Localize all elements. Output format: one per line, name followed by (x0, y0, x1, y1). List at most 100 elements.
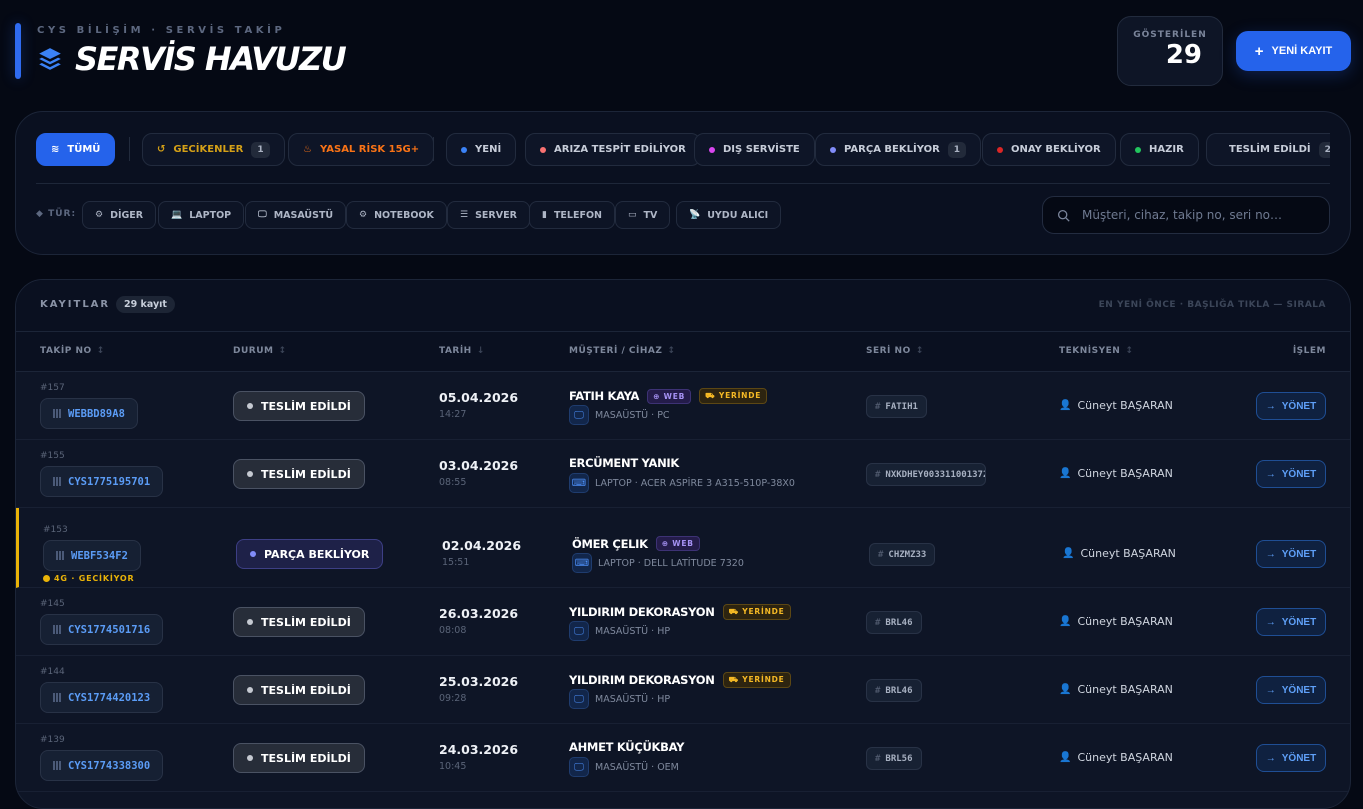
column-header-1[interactable]: DURUM ↕ (233, 346, 287, 356)
column-header-4[interactable]: SERİ NO ↕ (866, 346, 924, 356)
laptop-icon: ⌨ (572, 553, 592, 573)
status-dot-icon (250, 551, 256, 557)
table-row[interactable]: #145 CYS1774501716 TESLİM EDİLDİ 26.03.2… (16, 588, 1350, 656)
tracking-code[interactable]: CYS1775195701 (40, 466, 164, 497)
filter-panel: ≋ TÜMÜ ↺ GECİKENLER 1 ♨ YASAL RİSK 15G+ YENİ ARI… (15, 111, 1351, 255)
search-box[interactable] (1042, 196, 1330, 234)
table-row[interactable]: #155 CYS1775195701 TESLİM EDİLDİ 03.04.2… (16, 440, 1350, 508)
desktop-icon: 🖵 (569, 689, 589, 709)
sort-icon: ↕ (667, 346, 676, 356)
table-row[interactable]: #144 CYS1774420123 TESLİM EDİLDİ 25.03.2… (16, 656, 1350, 724)
status-dot-icon (247, 619, 253, 625)
technician: 👤 Cüneyt BAŞARAN (1059, 751, 1173, 764)
type-filter-server[interactable]: ☰ SERVER (447, 201, 530, 229)
status-filter-9[interactable]: TESLİM EDİLDİ 28 (1206, 133, 1330, 166)
table-row[interactable]: #153 WEBF534F2 4G · GECİKİYOR PARÇA BEKL… (16, 508, 1350, 588)
record-date: 26.03.2026 (439, 606, 519, 621)
chip-label: TÜMÜ (67, 144, 101, 155)
phone-icon: ▮ (542, 210, 547, 220)
chip-label: PARÇA BEKLİYOR (844, 144, 940, 155)
serial-number: # BRL56 (866, 747, 922, 770)
column-header-3[interactable]: MÜŞTERİ / CİHAZ ↕ (569, 346, 676, 356)
customer: ERCÜMENT YANIK (569, 456, 679, 470)
chip-label: SERVER (475, 209, 517, 221)
customer-name: YILDIRIM DEKORASYON (569, 605, 715, 619)
status-filter-2[interactable]: ♨ YASAL RİSK 15G+ (288, 133, 435, 166)
chip-count: 1 (947, 141, 967, 158)
tracking-code[interactable]: CYS1774420123 (40, 682, 164, 713)
status-dot-icon (830, 146, 836, 153)
device: 🖵 MASAÜSTÜ · OEM (569, 757, 679, 777)
barcode-icon (53, 625, 62, 634)
column-header-6[interactable]: İŞLEM (1292, 346, 1326, 356)
status-filter-4[interactable]: ARIZA TESPİT EDİLİYOR (525, 133, 701, 166)
manage-button[interactable]: → YÖNET (1256, 744, 1326, 772)
new-record-button[interactable]: + YENİ KAYIT (1236, 31, 1351, 71)
tracking-code[interactable]: WEBF534F2 (43, 540, 141, 571)
page-title-text: SERVİS HAVUZU (75, 40, 347, 78)
status-dot-icon (540, 146, 546, 153)
manage-button[interactable]: → YÖNET (1256, 460, 1326, 488)
laptop-icon: 💻 (171, 210, 183, 220)
device: ⌨ LAPTOP · ACER ASPİRE 3 A315-510P-38X0 (569, 473, 795, 493)
type-filter-tv[interactable]: ▭ TV (615, 201, 671, 229)
status-filter-6[interactable]: PARÇA BEKLİYOR 1 (815, 133, 982, 166)
manage-button[interactable]: → YÖNET (1256, 608, 1326, 636)
manage-button[interactable]: → YÖNET (1256, 540, 1326, 568)
record-number: #153 (43, 525, 68, 535)
sort-icon: ↓ (476, 346, 485, 356)
sort-icon: ↕ (278, 346, 287, 356)
divider (129, 137, 130, 161)
arrow-right-icon: → (1265, 548, 1276, 560)
hash-icon: # (875, 617, 881, 628)
status-filter-8[interactable]: HAZIR (1120, 133, 1199, 166)
status-filter-7[interactable]: ONAY BEKLİYOR (982, 133, 1116, 166)
record-date: 03.04.2026 (439, 458, 519, 473)
type-filter-notebook[interactable]: ⚙ NOTEBOOK (346, 201, 447, 229)
column-header-5[interactable]: TEKNİSYEN ↕ (1059, 346, 1134, 356)
user-gear-icon: 👤 (1059, 468, 1072, 479)
table-row[interactable]: #157 WEBBD89A8 TESLİM EDİLDİ 05.04.2026 … (16, 372, 1350, 440)
status-filter-0[interactable]: ≋ TÜMÜ (36, 133, 116, 166)
status-filter-1[interactable]: ↺ GECİKENLER 1 (142, 133, 285, 166)
car-icon: ⛟ (728, 675, 739, 684)
manage-button[interactable]: → YÖNET (1256, 676, 1326, 704)
column-header-2[interactable]: TARİH ↓ (439, 346, 485, 356)
tracking-code[interactable]: WEBBD89A8 (40, 398, 138, 429)
clock-icon (43, 575, 50, 582)
status-badge: TESLİM EDİLDİ (233, 675, 365, 705)
chip-label: TESLİM EDİLDİ (1229, 144, 1311, 155)
chip-label: TELEFON (553, 209, 602, 221)
status-badge: TESLİM EDİLDİ (233, 391, 365, 421)
tracking-code[interactable]: CYS1774501716 (40, 614, 164, 645)
records-title: KAYITLAR (40, 299, 111, 310)
globe-icon: ⊕ (653, 391, 661, 401)
customer-name: AHMET KÜÇÜKBAY (569, 740, 685, 754)
hash-icon: # (878, 549, 884, 560)
column-header-0[interactable]: TAKİP NO ↕ (40, 346, 105, 356)
tracking-code[interactable]: CYS1774338300 (40, 750, 164, 781)
status-filter-3[interactable]: YENİ (446, 133, 517, 166)
car-icon: ⛟ (705, 391, 716, 400)
barcode-icon (53, 409, 62, 418)
table-header: TAKİP NO ↕ DURUM ↕ TARİH ↓ MÜŞTERİ / CİHAZ ↕ SER… (16, 332, 1350, 372)
arrow-right-icon: → (1265, 684, 1276, 696)
table-row[interactable]: #139 CYS1774338300 TESLİM EDİLDİ 24.03.2… (16, 724, 1350, 792)
record-time: 08:08 (439, 625, 467, 636)
search-input[interactable] (1082, 208, 1312, 222)
type-filter-masaüstü[interactable]: 🖵 MASAÜSTÜ (245, 201, 347, 229)
manage-button[interactable]: → YÖNET (1256, 392, 1326, 420)
status-dot-icon (1135, 146, 1141, 153)
type-filter-laptop[interactable]: 💻 LAPTOP (158, 201, 245, 229)
chip-icon: ⚙ (359, 210, 368, 220)
plus-icon: + (1254, 42, 1264, 60)
status-filter-5[interactable]: DIŞ SERVİSTE (694, 133, 815, 166)
divider (433, 137, 434, 161)
type-filter-telefon[interactable]: ▮ TELEFON (529, 201, 615, 229)
serial-number: # CHZMZ33 (869, 543, 936, 566)
header-accent-bar (15, 23, 21, 79)
type-filter-uydu alici[interactable]: 📡 UYDU ALICI (676, 201, 782, 229)
sort-icon: ↕ (1125, 346, 1134, 356)
chip-label: UYDU ALICI (707, 209, 769, 221)
type-filter-di̇ger[interactable]: ⚙ DİGER (82, 201, 157, 229)
